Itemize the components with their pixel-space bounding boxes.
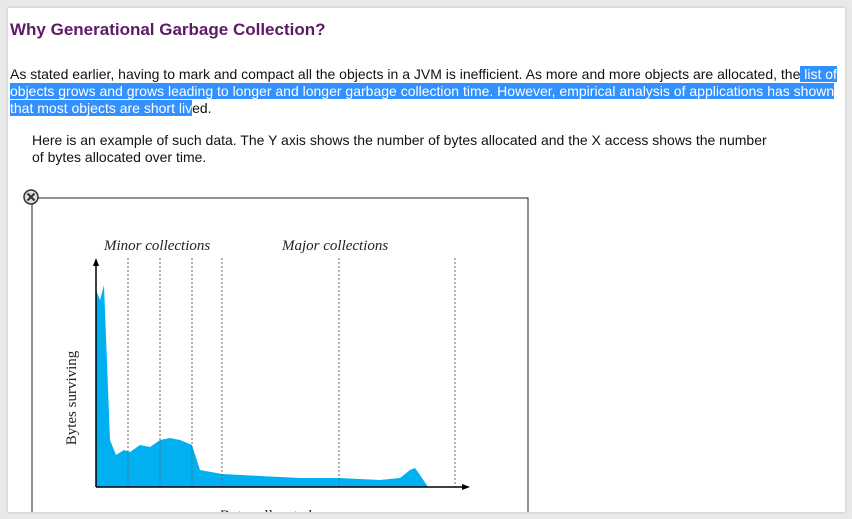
arrow: [462, 484, 470, 490]
title: Why Generational Garbage Collection?: [10, 20, 326, 39]
page: Why Generational Garbage Collection? As …: [8, 8, 845, 512]
text: ed.: [192, 100, 212, 116]
arrow: [93, 258, 99, 266]
note: Here is an example of such data. The Y a…: [32, 132, 767, 165]
text: As stated earlier, having to mark and co…: [10, 66, 801, 82]
figure: Minor collections Major collections Byte…: [23, 189, 529, 512]
major-label: Major collections: [281, 238, 388, 254]
axes: [95, 264, 464, 488]
close-icon[interactable]: [23, 189, 39, 205]
area: [96, 285, 428, 487]
minor-label: Minor collections: [103, 238, 210, 254]
x-axis-label: Bytes allocated: [220, 508, 313, 512]
y-axis-label: Bytes surviving: [64, 350, 80, 445]
paragraph: As stated earlier, having to mark and co…: [10, 66, 838, 117]
